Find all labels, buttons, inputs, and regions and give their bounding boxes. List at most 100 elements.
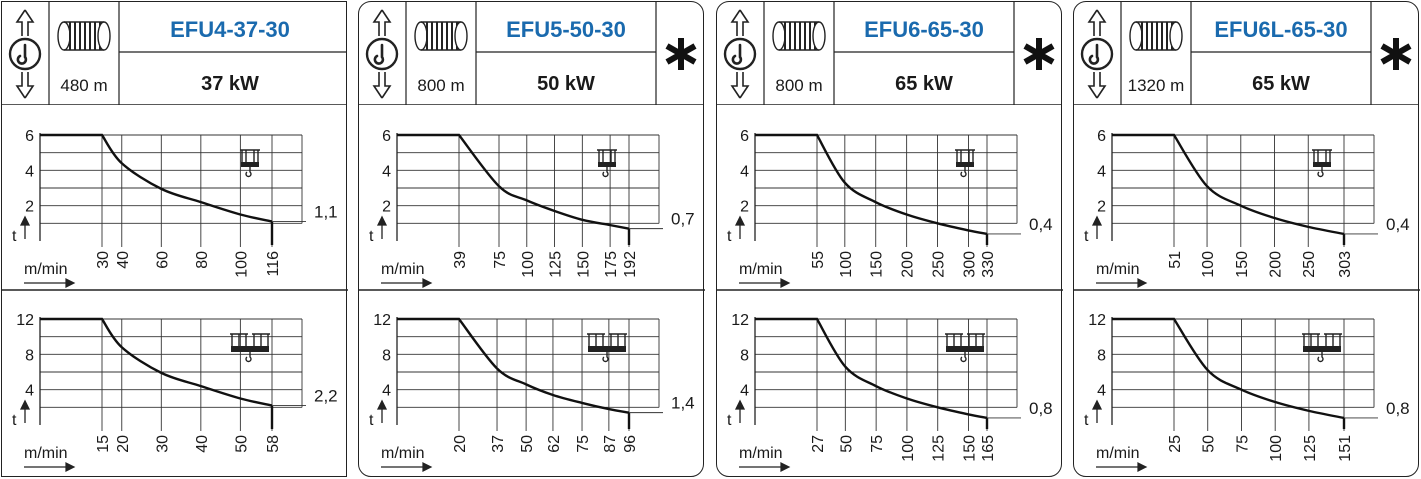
y-tick-label: 8: [25, 347, 34, 364]
y-tick-label: 8: [382, 347, 391, 364]
rope-length: 800 m: [417, 76, 464, 95]
card-header: 800 m EFU6-65-30 65 kW: [717, 2, 1061, 105]
rope-length: 1320 m: [1128, 76, 1185, 95]
spec-card: 1320 m EFU6L-65-30 65 kW 6 4 2 t m/min 51 100 1…: [1073, 1, 1420, 477]
double-reeving-hook-icon: [230, 333, 270, 363]
y-axis-label: t: [1084, 412, 1089, 429]
y-axis-label: t: [369, 412, 374, 429]
spec-card: 800 m EFU5-50-30 50 kW 6 4 2 t m/min 39 75 100 1…: [358, 1, 705, 477]
y-tick-label: 6: [1097, 128, 1106, 145]
double-reeving-hook-icon: [945, 333, 985, 363]
x-axis-label: m/min: [1096, 261, 1140, 278]
x-tick-label: 20: [115, 435, 132, 453]
x-tick-label: 20: [452, 435, 469, 453]
x-axis-label: m/min: [381, 445, 425, 462]
y-tick-label: 12: [16, 312, 34, 329]
x-tick-label: 50: [233, 435, 250, 453]
load-chart-double: 12 8 4t m/min 25 50 75 100 125 151 0,8: [1084, 312, 1410, 472]
x-tick-label: 62: [546, 435, 563, 453]
x-axis-label: m/min: [24, 261, 68, 278]
x-tick-label: 55: [810, 251, 827, 269]
x-tick-label: 250: [1301, 251, 1318, 278]
x-axis-arrow: [1096, 278, 1148, 288]
hook-lift-icon: [8, 9, 42, 99]
x-tick-label: 150: [1234, 251, 1251, 278]
model-name: EFU6L-65-30: [1214, 17, 1347, 42]
x-tick-label: 50: [519, 435, 536, 453]
end-value-label: 0,7: [671, 210, 695, 229]
model-name: EFU5-50-30: [506, 17, 626, 42]
y-axis-label: t: [369, 228, 374, 245]
x-tick-label: 25: [1167, 435, 1184, 453]
y-tick-label: 4: [740, 163, 749, 180]
x-tick-label: 100: [1268, 435, 1285, 462]
x-tick-label: 150: [575, 251, 592, 278]
y-axis-arrow: [734, 215, 746, 239]
x-tick-label: 100: [838, 251, 855, 278]
x-tick-label: 87: [602, 435, 619, 453]
x-tick-label: 75: [575, 435, 592, 453]
x-tick-label: 40: [115, 251, 132, 269]
x-tick-label: 125: [548, 251, 565, 278]
power-rating: 65 kW: [1252, 73, 1310, 95]
x-tick-label: 75: [492, 251, 509, 269]
hook-lift-icon: [723, 9, 757, 99]
y-axis-label: t: [727, 412, 732, 429]
x-axis-arrow: [24, 278, 76, 288]
x-tick-label: 192: [622, 251, 639, 278]
hook-tip: [960, 167, 967, 178]
y-axis-arrow: [376, 215, 388, 239]
x-axis-label: m/min: [739, 445, 783, 462]
y-axis-arrow: [376, 399, 388, 423]
hook-tip: [1317, 352, 1324, 363]
x-tick-label: 151: [1337, 435, 1354, 462]
x-tick-label: 51: [1167, 251, 1184, 269]
x-tick-label: 60: [154, 251, 171, 269]
end-value-label: 2,2: [314, 387, 338, 406]
model-name: EFU6-65-30: [864, 17, 984, 42]
y-tick-label: 12: [1088, 312, 1106, 329]
power-rating: 37 kW: [201, 73, 259, 95]
x-tick-label: 200: [1268, 251, 1285, 278]
spec-card: 800 m EFU6-65-30 65 kW 6 4 2 t m/min 55 100 150…: [716, 1, 1063, 477]
single-reeving-hook-icon: [240, 149, 260, 178]
asterisk-icon: [1380, 38, 1412, 70]
x-tick-label: 30: [95, 251, 112, 269]
capacity-curve: [40, 133, 273, 223]
y-tick-label: 4: [382, 383, 391, 400]
rope-drum-icon: [414, 21, 468, 51]
x-tick-label: 330: [980, 251, 997, 278]
x-tick-label: 125: [1302, 435, 1319, 462]
x-tick-label: 58: [265, 435, 282, 453]
rope-length: 480 m: [60, 76, 107, 95]
hook-block: [588, 346, 626, 352]
x-tick-label: 80: [194, 251, 211, 269]
x-axis-arrow: [739, 278, 791, 288]
hook-frame: [1312, 149, 1332, 162]
hook-tip: [1317, 167, 1324, 178]
card-header: 800 m EFU5-50-30 50 kW: [359, 2, 703, 105]
y-tick-label: 6: [382, 128, 391, 145]
hook-block: [231, 346, 269, 352]
hook-frame: [945, 333, 985, 346]
capacity-curve: [40, 317, 273, 407]
y-axis-label: t: [1084, 228, 1089, 245]
capacity-curve: [1112, 133, 1345, 236]
end-value-label: 1,1: [314, 203, 338, 222]
x-axis-label: m/min: [381, 261, 425, 278]
x-tick-label: 100: [520, 251, 537, 278]
y-tick-label: 2: [382, 199, 391, 216]
end-value-label: 1,4: [671, 394, 695, 413]
load-chart-single: 6 4 2t m/min 30 40 60 80 100 116 1,1: [2, 128, 348, 291]
x-tick-label: 39: [452, 251, 469, 269]
y-tick-label: 6: [740, 128, 749, 145]
hook-frame: [955, 149, 975, 162]
y-tick-label: 8: [740, 347, 749, 364]
x-axis-arrow: [381, 278, 433, 288]
spec-card: 480 m EFU4-37-30 37 kW 6 4 2 t m/min 30 40 60 80…: [1, 1, 348, 477]
y-axis-arrow: [1091, 399, 1103, 423]
rope-length: 800 m: [775, 76, 822, 95]
x-tick-label: 96: [622, 435, 639, 453]
y-tick-label: 4: [1097, 383, 1106, 400]
hook-block: [956, 162, 974, 167]
